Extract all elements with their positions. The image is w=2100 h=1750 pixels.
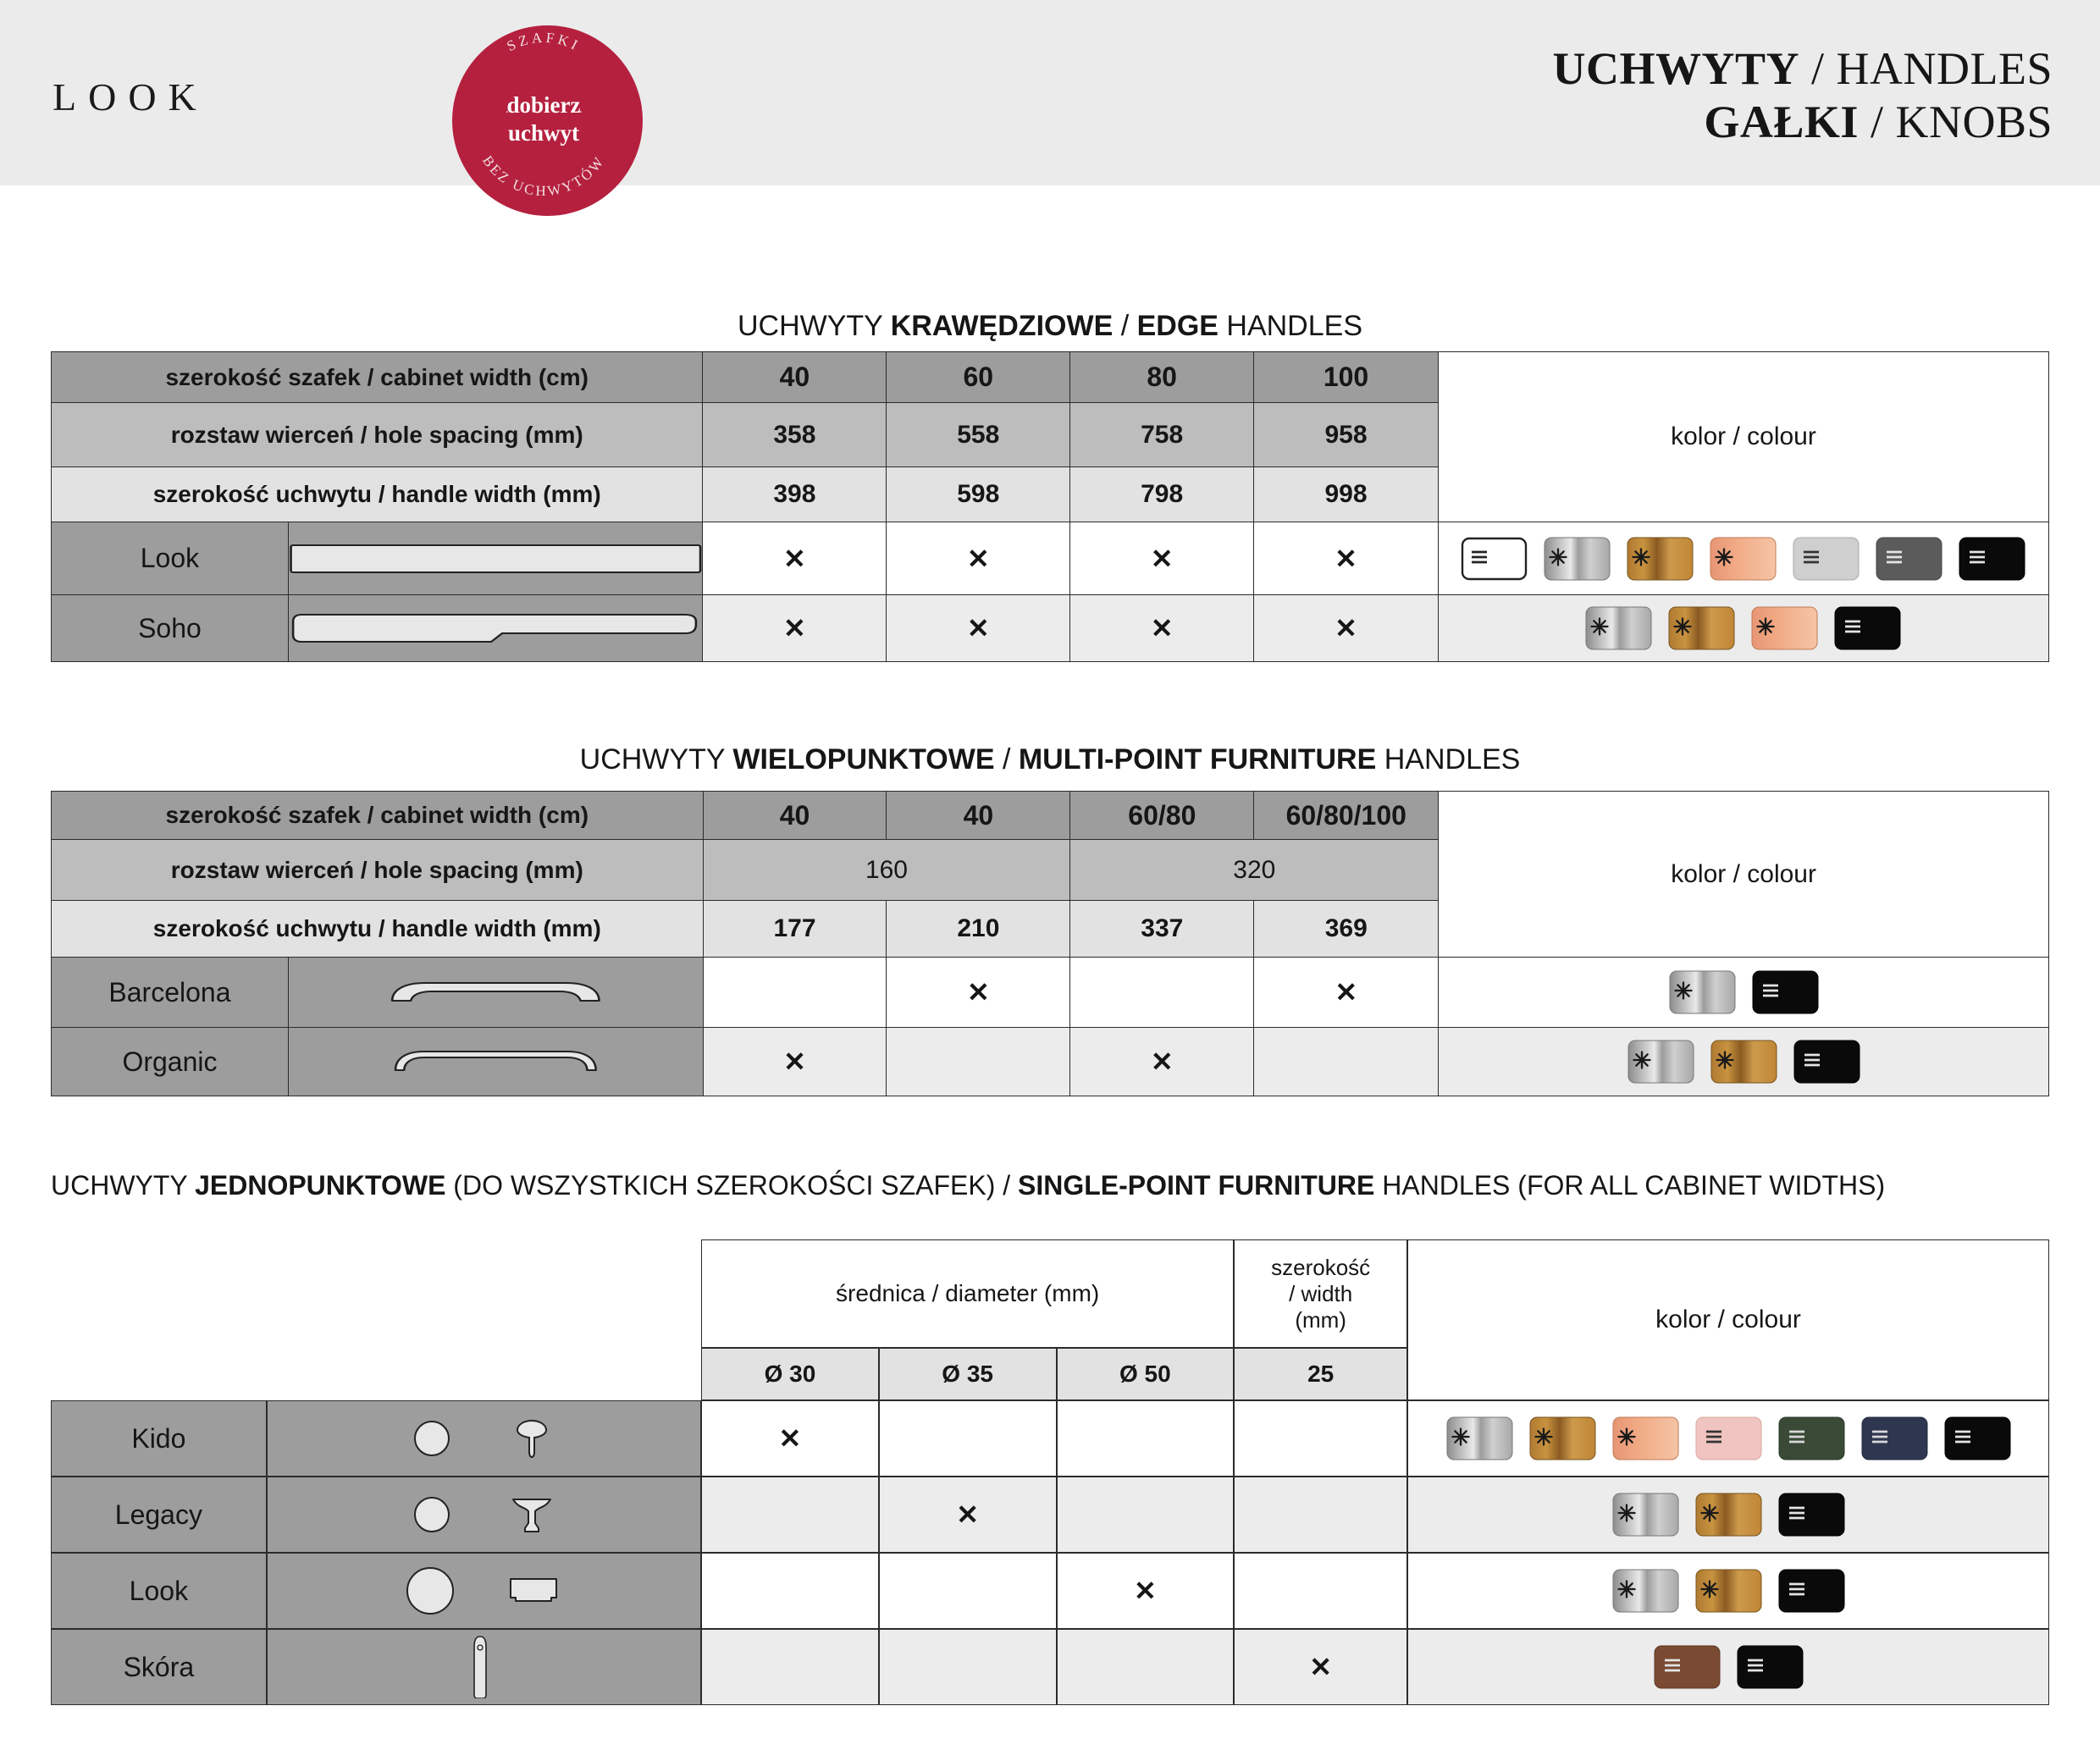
svg-text:uchwyt: uchwyt — [508, 120, 579, 146]
svg-text:dobierz: dobierz — [507, 92, 581, 118]
